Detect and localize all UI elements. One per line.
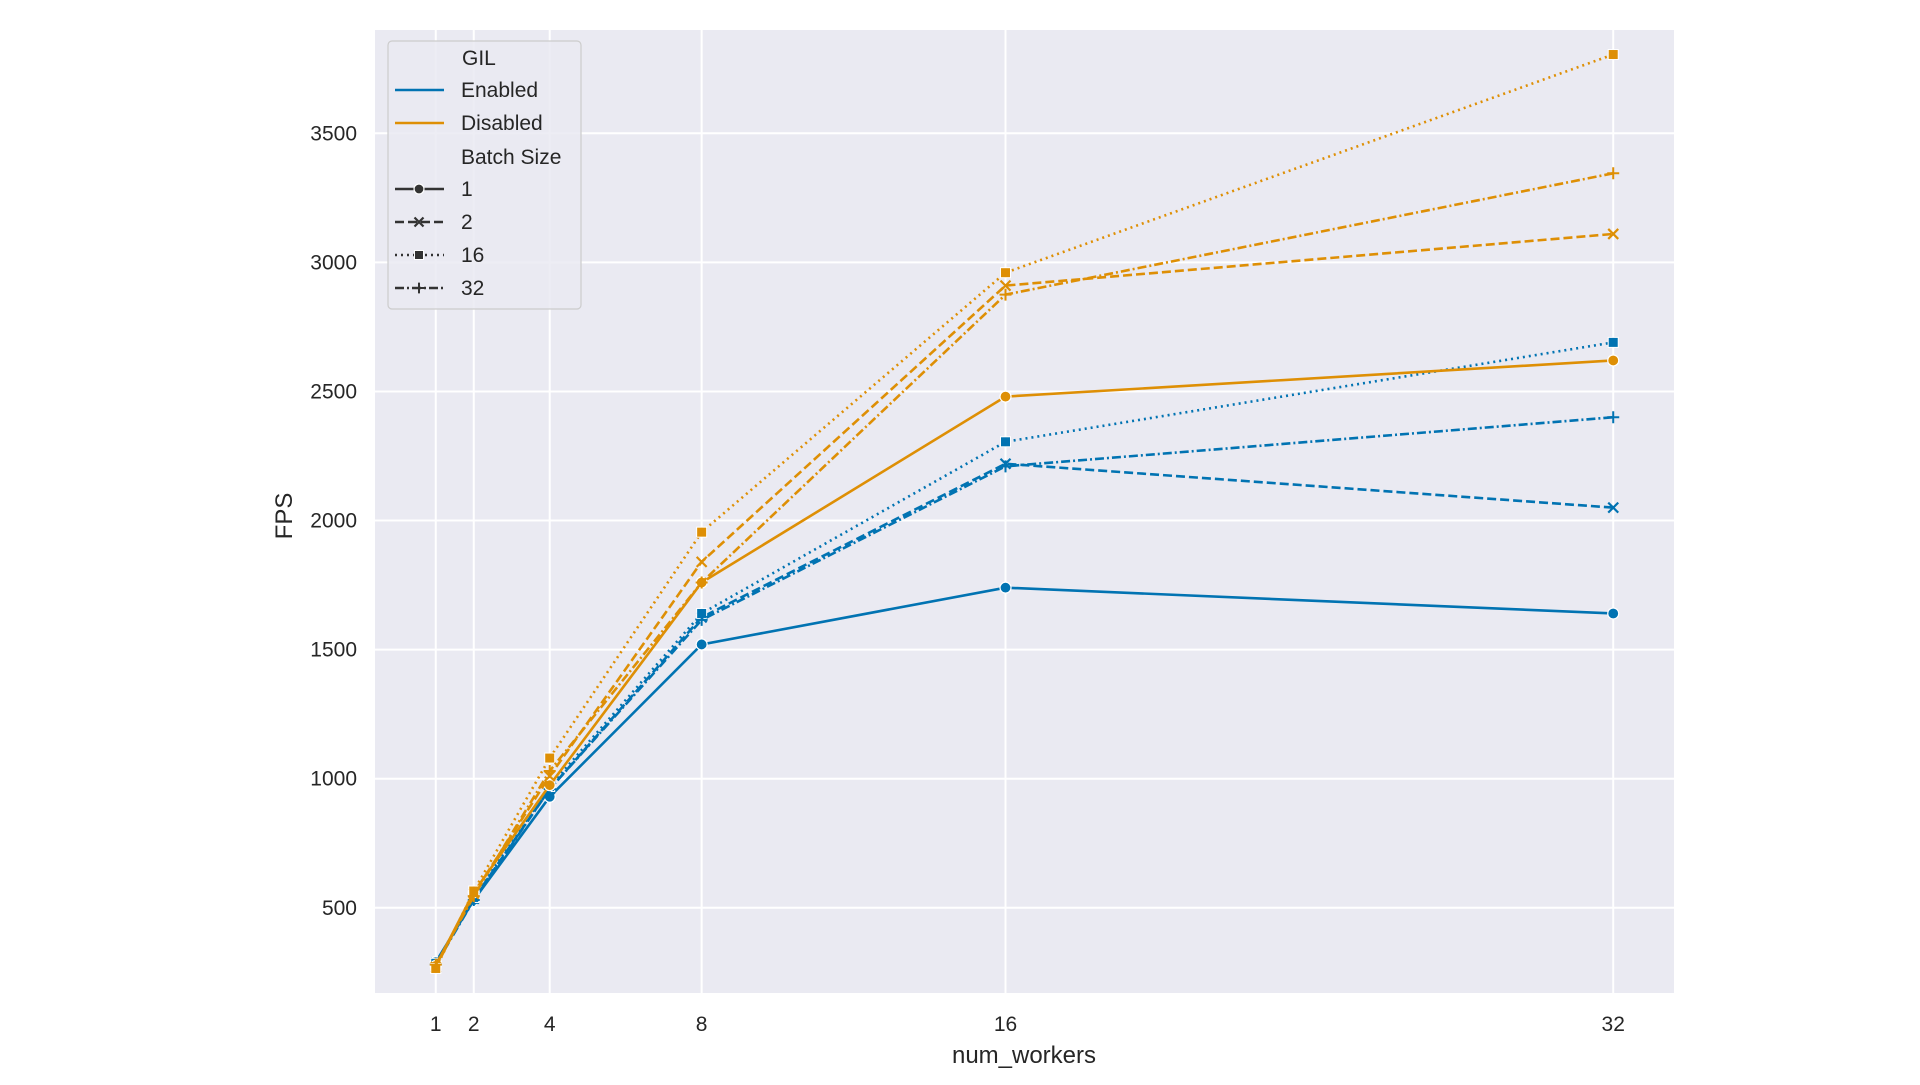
y-tick-label: 500 <box>322 897 357 920</box>
legend-item-batch-2: 2 <box>395 211 473 234</box>
plot-area <box>375 30 1674 993</box>
x-axis-label: num_workers <box>952 1042 1096 1069</box>
x-tick-label: 32 <box>1602 1013 1625 1036</box>
plus-marker <box>999 460 1012 473</box>
series-lines <box>429 49 1620 974</box>
series-disabled-batch-32 <box>429 167 1620 971</box>
legend-label: 1 <box>461 178 473 201</box>
plus-marker <box>1607 167 1620 180</box>
x-tick-labels: 1 2 4 8 16 32 <box>430 1013 1625 1036</box>
square-marker <box>696 526 708 538</box>
y-tick-labels: 500 1000 1500 2000 2500 3000 3500 <box>310 122 357 920</box>
plus-marker <box>999 288 1012 301</box>
square-marker <box>1000 436 1012 448</box>
plus-marker <box>695 613 708 626</box>
x-marker <box>695 556 708 568</box>
legend-item-disabled: Disabled <box>395 112 543 135</box>
plus-marker <box>1607 411 1620 424</box>
series-line <box>434 232 1614 968</box>
circle-marker <box>413 183 425 195</box>
legend: GIL Batch Size Enabled Disabled 1 2 16 32 <box>387 40 582 310</box>
square-marker <box>1607 49 1619 61</box>
plus-marker <box>413 282 425 294</box>
square-marker <box>1000 267 1012 279</box>
x-marker <box>1607 501 1620 514</box>
square-marker <box>414 250 424 260</box>
legend-item-enabled: Enabled <box>395 79 538 102</box>
x-tick-label: 16 <box>994 1013 1017 1036</box>
series-line <box>434 462 1614 964</box>
series-line <box>434 172 1614 966</box>
legend-item-batch-1: 1 <box>395 178 473 201</box>
y-tick-label: 3500 <box>310 122 357 145</box>
plus-marker <box>543 764 556 777</box>
x-tick-label: 2 <box>468 1013 480 1036</box>
legend-item-batch-32: 32 <box>395 277 484 300</box>
plus-marker <box>467 890 480 903</box>
square-marker <box>544 752 556 764</box>
legend-item-batch-16: 16 <box>395 244 484 267</box>
x-marker <box>413 216 425 228</box>
series-line <box>434 341 1614 964</box>
square-marker <box>1607 336 1619 348</box>
x-tick-label: 8 <box>696 1013 708 1036</box>
legend-label: Disabled <box>461 112 543 135</box>
legend-label: 32 <box>461 277 484 300</box>
legend-title-batch-size: Batch Size <box>461 146 561 169</box>
circle-marker <box>999 390 1012 403</box>
circle-marker <box>999 581 1012 594</box>
y-tick-label: 2500 <box>310 380 357 403</box>
legend-box <box>387 40 582 310</box>
legend-label: 2 <box>461 211 473 234</box>
y-tick-label: 1000 <box>310 768 357 791</box>
x-tick-label: 1 <box>430 1013 442 1036</box>
x-marker <box>1607 228 1620 240</box>
y-axis-label: FPS <box>271 493 298 540</box>
circle-marker <box>695 638 708 651</box>
y-tick-label: 2000 <box>310 510 357 533</box>
plus-marker <box>429 958 442 971</box>
series-line <box>434 415 1614 966</box>
circle-marker <box>1607 354 1620 367</box>
y-tick-label: 3000 <box>310 251 357 274</box>
legend-title-gil: GIL <box>462 47 496 70</box>
legend-label: 16 <box>461 244 484 267</box>
legend-label: Enabled <box>461 79 538 102</box>
y-tick-label: 1500 <box>310 639 357 662</box>
plus-marker <box>695 576 708 589</box>
x-tick-label: 4 <box>544 1013 556 1036</box>
circle-marker <box>1607 607 1620 620</box>
x-marker <box>999 279 1012 292</box>
